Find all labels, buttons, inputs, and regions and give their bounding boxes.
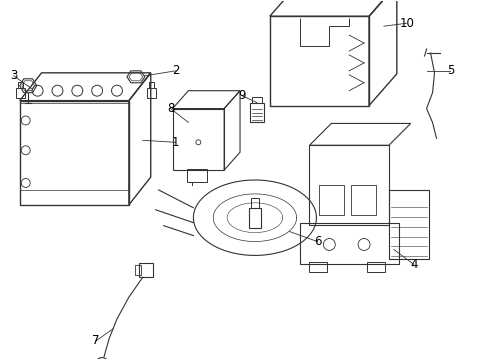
- Bar: [389, 190, 429, 260]
- Text: 3: 3: [10, 69, 18, 82]
- Bar: [299, 223, 399, 264]
- Bar: [172, 109, 224, 170]
- Text: 8: 8: [167, 102, 174, 115]
- Bar: [251, 198, 259, 208]
- Text: 7: 7: [93, 334, 100, 347]
- Text: 5: 5: [447, 64, 454, 77]
- Text: 10: 10: [399, 17, 414, 30]
- Bar: [367, 262, 385, 272]
- Bar: [310, 262, 327, 272]
- Text: 6: 6: [314, 235, 321, 248]
- Text: 9: 9: [238, 89, 246, 102]
- Bar: [319, 185, 344, 215]
- Bar: [149, 82, 154, 88]
- Bar: [16, 88, 24, 98]
- Bar: [20, 100, 129, 205]
- Bar: [270, 16, 369, 105]
- Bar: [310, 145, 389, 225]
- Bar: [249, 208, 261, 228]
- Bar: [188, 169, 207, 182]
- Bar: [351, 185, 376, 215]
- Text: 2: 2: [172, 64, 179, 77]
- Bar: [139, 264, 153, 277]
- Bar: [147, 88, 156, 98]
- Bar: [252, 96, 262, 103]
- Bar: [135, 265, 141, 275]
- Text: 1: 1: [172, 136, 179, 149]
- Bar: [250, 103, 264, 122]
- Bar: [18, 82, 23, 88]
- Text: 4: 4: [410, 258, 417, 271]
